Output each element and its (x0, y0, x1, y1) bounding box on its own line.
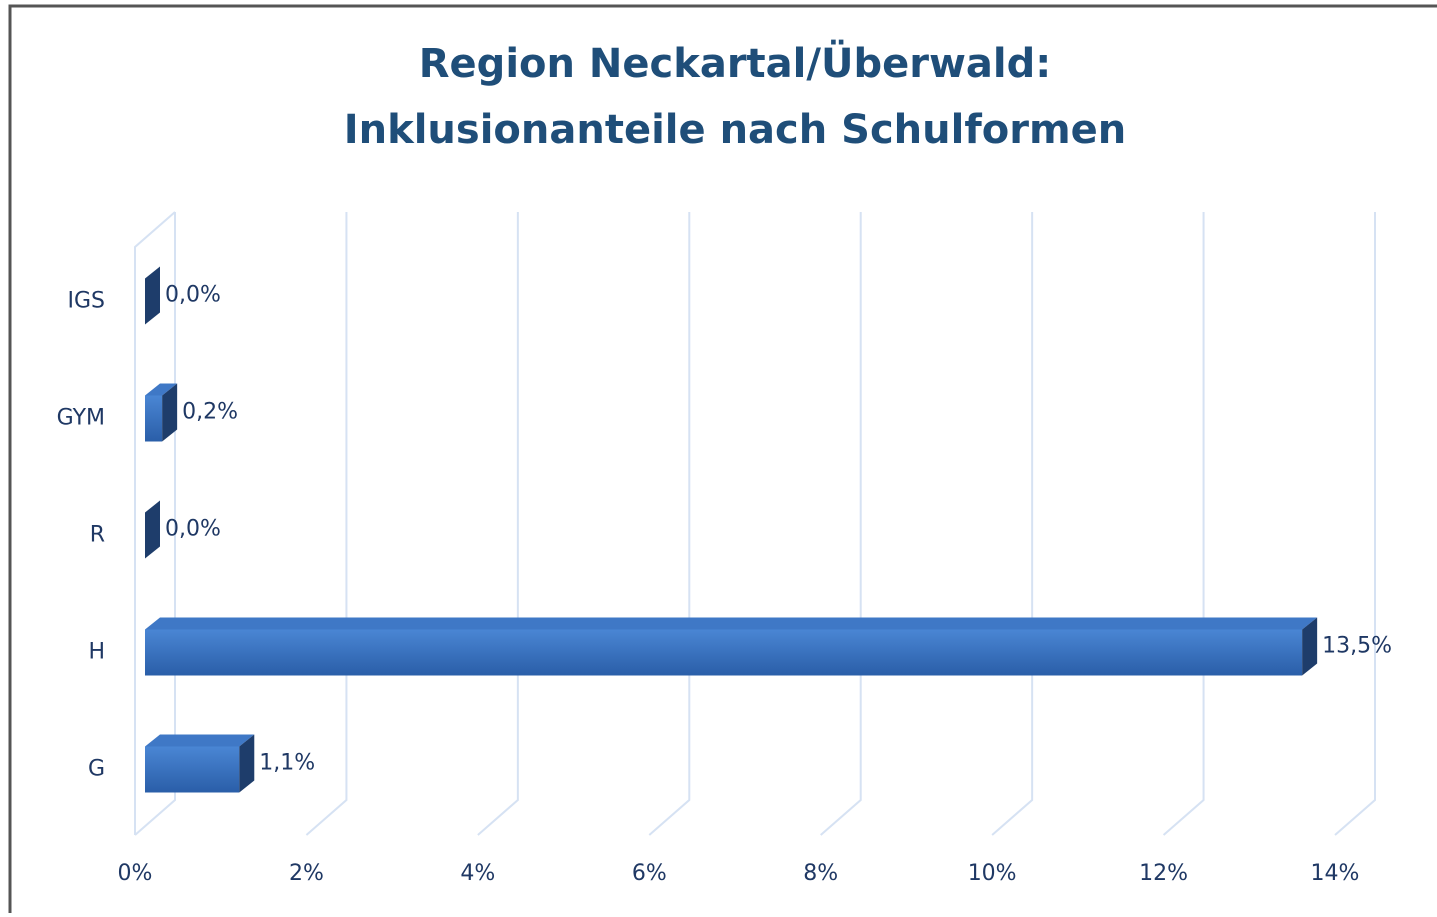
grid-line (820, 212, 862, 836)
x-tick-label: 2% (289, 861, 324, 886)
bar-side (239, 734, 255, 793)
data-label: 0,0% (165, 517, 221, 542)
y-tick-label: R (90, 523, 105, 548)
bar-top (145, 734, 255, 747)
bar-side (145, 500, 160, 559)
bar-top (145, 383, 178, 396)
chart-border (8, 4, 1437, 913)
chart-title: Inklusionanteile nach Schulformen (344, 107, 1126, 153)
y-tick-label: GYM (57, 406, 105, 431)
bar (145, 629, 1303, 676)
grid-line (1162, 212, 1205, 836)
bar-side (1302, 617, 1318, 676)
x-tick-label: 12% (1139, 861, 1188, 886)
grid-line (477, 212, 519, 836)
chart-title: Region Neckartal/Überwald: (419, 39, 1051, 87)
y-tick-label: H (88, 640, 105, 665)
x-tick-label: 4% (460, 861, 495, 886)
y-tick-label: IGS (67, 289, 105, 314)
x-tick-label: 10% (968, 861, 1017, 886)
x-tick-label: 6% (632, 861, 667, 886)
x-tick-label: 8% (803, 861, 838, 886)
x-tick-label: 14% (1311, 861, 1360, 886)
grid-line (648, 212, 691, 836)
grid-line (991, 212, 1034, 836)
grid-line (305, 212, 348, 836)
bar-top (145, 617, 1318, 630)
grid-line (1334, 212, 1376, 836)
data-label: 13,5% (1322, 634, 1392, 659)
bar (145, 746, 240, 793)
y-tick-label: G (88, 757, 105, 782)
data-label: 0,2% (182, 400, 238, 425)
wall-line (134, 211, 176, 835)
data-label: 1,1% (259, 751, 315, 776)
data-label: 0,0% (165, 283, 221, 308)
x-tick-label: 0% (118, 861, 153, 886)
bar (145, 395, 163, 442)
bar-side (145, 266, 160, 325)
bar-side (162, 383, 178, 442)
